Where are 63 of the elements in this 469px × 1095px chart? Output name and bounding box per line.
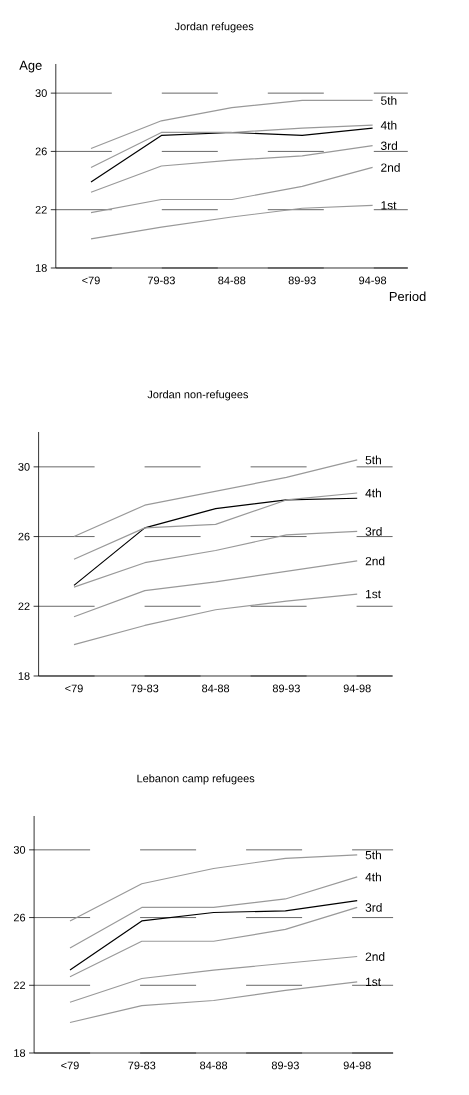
series-label: 1st [366,589,381,599]
line-series [69,876,358,949]
y-tick-label: 18 [18,672,30,680]
series-label: 1st [381,201,397,210]
y-tick-label: 22 [13,981,26,990]
series-label: 5th [381,96,397,105]
line-series [69,981,358,1024]
y-tick-label: 26 [35,147,47,156]
series-label: 3rd [365,526,382,536]
x-axis-title: Period [389,291,426,302]
x-tick-label: 84-88 [218,276,246,285]
y-tick-label: 18 [35,264,47,272]
y-tick-label: 22 [35,205,47,214]
y-tick-label: 26 [18,532,30,541]
line-series [90,127,374,183]
x-tick-label: <79 [82,276,100,285]
x-tick-label: 84-88 [200,1061,228,1070]
line-series [90,99,374,150]
chart-title: Jordan refugees [174,22,254,33]
x-tick-label: 79-83 [147,276,175,285]
line-series [90,124,374,169]
x-tick-label: <79 [65,684,83,693]
y-tick-label: 26 [13,913,26,922]
x-tick-label: 94-98 [359,276,387,285]
series-label: 5th [365,850,381,860]
line-series [73,593,358,646]
x-tick-label: 94-98 [343,1061,371,1070]
chart-title: Lebanon camp refugees [137,774,255,785]
series-label: 4th [380,120,397,130]
series-label: 3rd [365,903,382,912]
chart-title: Jordan non-refugees [147,390,249,401]
x-tick-label: 84-88 [202,684,230,693]
x-tick-label: 89-93 [288,276,316,285]
x-tick-label: 89-93 [271,1061,299,1070]
x-tick-label: 89-93 [272,684,300,693]
x-tick-label: 79-83 [128,1061,156,1070]
y-tick-label: 30 [13,845,26,854]
line-series [69,854,358,922]
x-tick-label: <79 [61,1061,79,1070]
series-label: 5th [365,455,381,465]
y-axis-title: Age [19,60,42,73]
line-series [69,900,358,971]
x-tick-label: 94-98 [343,684,371,693]
series-label: 4th [365,872,381,882]
x-tick-label: 79-83 [131,684,159,693]
line-series [73,492,358,560]
line-series [90,166,374,214]
series-label: 1st [366,977,381,987]
y-tick-label: 30 [18,462,30,471]
series-label: 2nd [365,556,385,566]
series-label: 2nd [381,163,400,172]
series-label: 3rd [380,141,398,150]
series-label: 4th [365,488,381,498]
line-series [90,204,374,240]
line-series [90,144,374,193]
line-series [69,955,358,1003]
line-series [73,497,358,586]
line-series [69,906,358,978]
y-tick-label: 22 [18,602,30,611]
y-tick-label: 18 [14,1049,26,1057]
line-series [73,530,358,588]
series-label: 2nd [365,952,385,961]
y-tick-label: 30 [35,89,47,98]
